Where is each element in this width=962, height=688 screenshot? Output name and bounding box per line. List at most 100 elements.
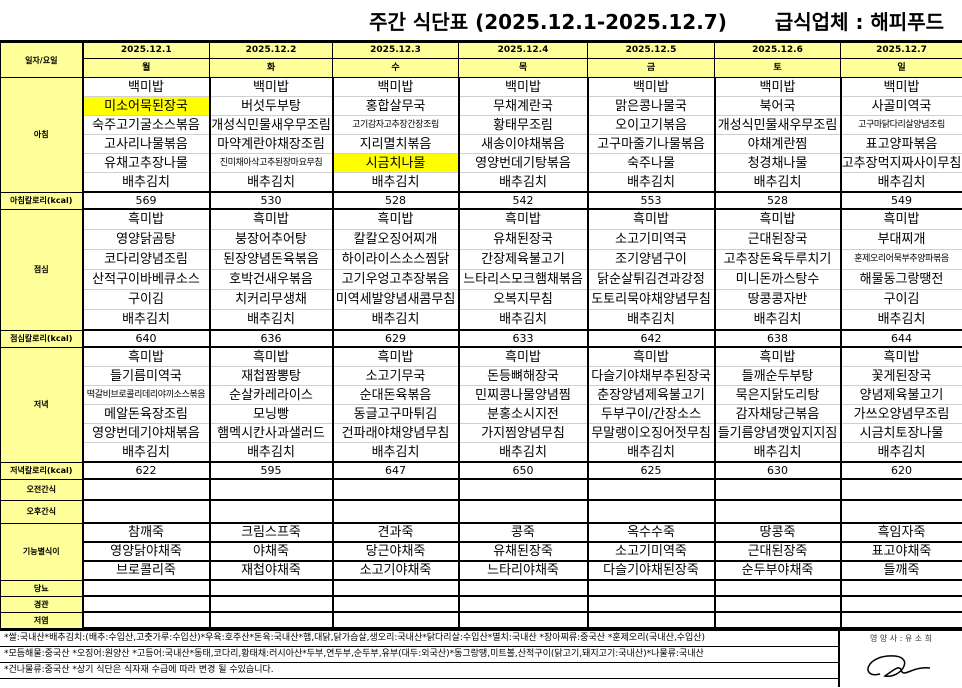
kcal-value: 553 (586, 191, 716, 210)
weekday-header: 수 (332, 58, 459, 78)
menu-item: 재첩짬뽕탕 (208, 366, 334, 386)
menu-item: 영양번데기야채볶음 (81, 423, 211, 443)
special-diet-cell (586, 611, 716, 629)
menu-item: 건파래야채양념무침 (331, 423, 460, 443)
table-row: 일자/요일 2025.12.1 2025.12.2 2025.12.3 2025.12.… (0, 42, 962, 78)
porridge-item: 표고야채죽 (839, 541, 962, 562)
menu-item: 고추장돈육두루치기 (713, 249, 842, 270)
menu-item: 미역세발양념새콤무침 (331, 289, 460, 310)
menu-item: 무말랭이오징어젓무침 (586, 423, 716, 443)
special-diet-label: 당뇨 (0, 579, 84, 597)
table-row: 경관 (0, 595, 962, 613)
weekday-header: 화 (209, 58, 333, 78)
menu-item: 훈제오리어묵부추양파볶음 (839, 249, 962, 270)
note-line: *쌀:국내산*배추김치:(배추:수입산,고춧가루:수입산)*우육:호주산*돈육:… (0, 631, 838, 647)
menu-item: 오복지무침 (457, 289, 589, 310)
menu-item: 영양닭곰탕 (81, 229, 211, 250)
kcal-value: 644 (839, 329, 962, 348)
table-row: 산적구이바베큐소스 호박건새우볶음 고기우엉고추장볶음 느타리스모크햄채볶음 닭순살튀김… (1, 269, 962, 290)
special-diet-label: 저염 (0, 611, 84, 629)
menu-item: 소고기무국 (331, 366, 460, 386)
menu-item: 가지찜양념무침 (457, 423, 589, 443)
menu-item: 흑미밥 (208, 208, 334, 230)
special-diet-cell (713, 595, 842, 613)
kcal-label: 아침칼로리(kcal) (0, 191, 84, 210)
menu-item: 도토리묵야채양념무침 (586, 289, 716, 310)
menu-item: 감자채당근볶음 (713, 404, 842, 424)
weekday-header: 월 (82, 58, 210, 78)
porridge-item: 유채된장죽 (457, 541, 589, 562)
porridge-item: 느타리야채죽 (457, 560, 589, 581)
special-diet-cell (839, 611, 962, 629)
weekday-header: 토 (714, 58, 841, 78)
menu-item: 시금치토장나물 (839, 423, 962, 443)
meal-label-2: 저녁 (0, 346, 84, 463)
table-row: 미소어묵된장국 버섯두부탕 홍합살무국 무채계란국 맑은콩나물국 북어국 사골미역국 (1, 96, 962, 116)
menu-item: 두부구이/간장소스 (586, 404, 716, 424)
menu-item: 배추김치 (81, 442, 211, 463)
menu-item: 고구마줄기나물볶음 (586, 134, 716, 154)
porridge-item: 야채죽 (208, 541, 334, 562)
porridge-item: 순두부야채죽 (713, 560, 842, 581)
menu-item: 된장양념돈육볶음 (208, 249, 334, 270)
porridge-item: 브로콜리죽 (81, 560, 211, 581)
functional-diet-label: 기능별식이 (0, 522, 84, 581)
menu-item: 구이김 (839, 289, 962, 310)
table-row: 점심칼로리(kcal) 640 636 629 633 642 638 644 (0, 329, 962, 348)
weekday-header: 목 (458, 58, 588, 78)
table-row: 배추김치 배추김치 배추김치 배추김치 배추김치 배추김치 배추김치 (1, 442, 962, 463)
menu-item: 고추장먹지짜사이무침 (839, 153, 962, 173)
menu-item: 영양번데기탕볶음 (457, 153, 589, 173)
menu-item: 표고양파볶음 (839, 134, 962, 154)
menu-item: 개성식민물새우무조림 (713, 115, 842, 135)
menu-item: 순대돈육볶음 (331, 385, 460, 405)
menu-item: 백미밥 (839, 77, 962, 97)
menu-item: 배추김치 (331, 309, 460, 331)
porridge-item: 흑임자죽 (839, 522, 962, 543)
menu-item: 닭순살튀김견과강정 (586, 269, 716, 290)
menu-item: 떡갈비브로콜리데리야끼소스볶음 (81, 385, 211, 405)
table-row: 배추김치 배추김치 배추김치 배추김치 배추김치 배추김치 배추김치 (1, 309, 962, 331)
menu-item: 들기름미역국 (81, 366, 211, 386)
menu-item: 유채고추장나물 (81, 153, 211, 173)
menu-item: 숙주나물 (586, 153, 716, 173)
special-diet-cell (586, 595, 716, 613)
note-line: *모듬해물:중국산 *오징어:원양산 *고등어:국내산*동태,코다리,황태채:러… (0, 647, 838, 663)
menu-item: 치커리무생채 (208, 289, 334, 310)
menu-item: 흑미밥 (586, 208, 716, 230)
menu-item: 구이김 (81, 289, 211, 310)
menu-item: 배추김치 (713, 442, 842, 463)
kcal-value: 636 (208, 329, 334, 348)
origin-notes: *쌀:국내산*배추김치:(배추:수입산,고춧가루:수입산)*우육:호주산*돈육:… (0, 631, 838, 687)
menu-item: 흑미밥 (586, 346, 716, 367)
menu-item: 사골미역국 (839, 96, 962, 116)
signature-image (867, 655, 931, 677)
kcal-value: 625 (586, 461, 716, 480)
kcal-value: 638 (713, 329, 842, 348)
porridge-item: 당근야채죽 (331, 541, 460, 562)
table-row: 오후간식 (0, 499, 962, 524)
table-row: 저염 (0, 611, 962, 629)
menu-item: 새송이야채볶음 (457, 134, 589, 154)
table-row: 영양닭야채죽 야채죽 당근야채죽 유채된장죽 소고기미역죽 근대된장죽 표고야채죽 (1, 541, 962, 562)
menu-item: 햄멕시칸사과샐러드 (208, 423, 334, 443)
menu-item: 배추김치 (331, 172, 460, 193)
kcal-value: 640 (81, 329, 211, 348)
footer-row: *쌀:국내산*배추김치:(배추:수입산,고춧가루:수입산)*우육:호주산*돈육:… (0, 629, 962, 687)
table-row: 아침 백미밥 백미밥 백미밥 백미밥 백미밥 백미밥 백미밥 (0, 77, 962, 193)
menu-item: 배추김치 (839, 442, 962, 463)
menu-item: 청경채나물 (713, 153, 842, 173)
menu-item: 배추김치 (457, 172, 589, 193)
table-row: 오전간식 (0, 478, 962, 501)
menu-item: 호박건새우볶음 (208, 269, 334, 290)
menu-item: 묵은지닭도리탕 (713, 385, 842, 405)
date-header: 2025.12.1 (82, 42, 210, 59)
porridge-item: 들깨죽 (839, 560, 962, 581)
am-snack-cell (81, 478, 211, 501)
am-snack-cell (457, 478, 589, 501)
date-header: 2025.12.6 (714, 42, 841, 59)
kcal-value: 549 (839, 191, 962, 210)
table-row: 저녁칼로리(kcal) 622 595 647 650 625 630 620 (0, 461, 962, 480)
